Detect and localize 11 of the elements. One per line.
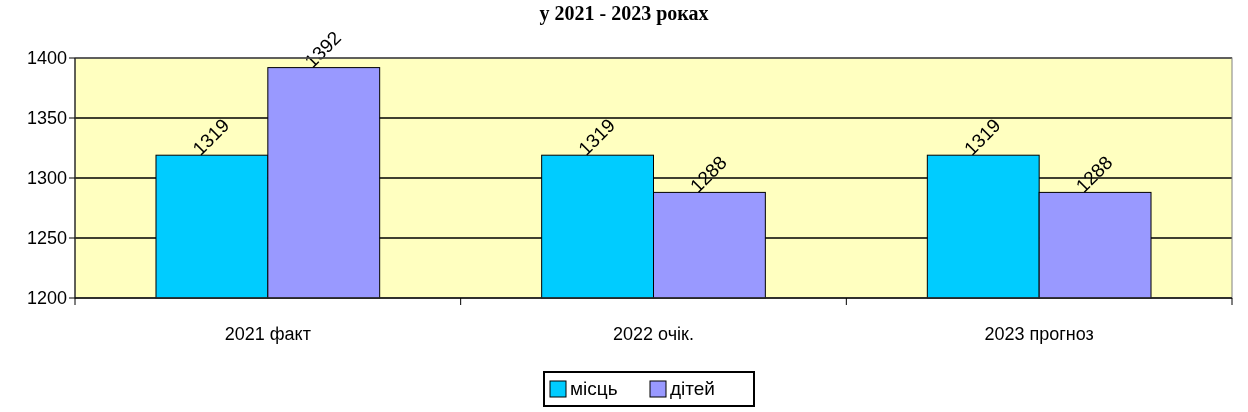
x-tick-label: 2022 очік. bbox=[613, 324, 694, 344]
legend-label: дітей bbox=[670, 378, 715, 399]
y-tick-label: 1400 bbox=[26, 48, 67, 69]
y-tick-label: 1200 bbox=[26, 288, 67, 309]
y-tick-label: 1350 bbox=[26, 108, 67, 129]
chart-title: у 2021 - 2023 роках bbox=[539, 2, 709, 25]
x-tick-label: 2021 факт bbox=[224, 324, 311, 344]
y-tick-label: 1300 bbox=[26, 168, 67, 189]
legend-label: місць bbox=[570, 378, 618, 399]
x-tick-label: 2023 прогноз bbox=[984, 324, 1094, 344]
y-tick-label: 1250 bbox=[26, 228, 67, 249]
